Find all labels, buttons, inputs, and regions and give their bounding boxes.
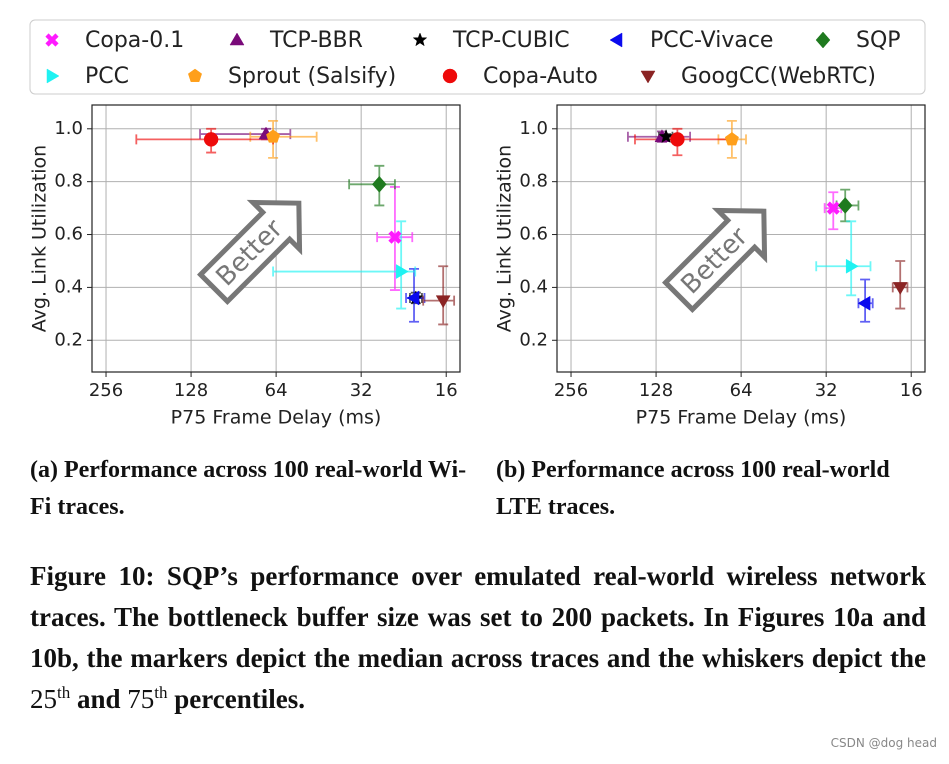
y-axis-label: Avg. Link Utilization <box>29 145 51 332</box>
y-tick-label: 1.0 <box>54 118 83 139</box>
better-arrow: Better <box>662 207 768 313</box>
legend-marker <box>188 68 202 82</box>
x-tick-label: 32 <box>815 380 838 401</box>
legend-box <box>29 19 926 95</box>
x-tick-label: 16 <box>435 380 458 401</box>
legend-entry: Copa-0.1 <box>85 28 184 53</box>
data-point <box>395 264 409 279</box>
y-error-bar <box>396 220 407 310</box>
legend-entry: TCP-CUBIC <box>452 28 570 53</box>
arrow-shape <box>662 207 768 313</box>
caption-num: 25 <box>30 684 57 714</box>
x-error-bar <box>815 261 872 272</box>
data-point <box>837 197 853 214</box>
x-axis-label: P75 Frame Delay (ms) <box>171 407 382 429</box>
x-error-bar <box>422 295 456 306</box>
data-point <box>892 282 908 295</box>
data-point <box>435 295 451 309</box>
data-point <box>826 201 840 215</box>
y-error-bar <box>846 220 857 297</box>
data-point <box>203 132 219 147</box>
y-error-bar <box>438 265 449 326</box>
arrow-shape <box>197 199 303 305</box>
subcaption: (b) Performance across 100 real-world LT… <box>496 457 890 520</box>
data-point <box>388 230 402 244</box>
data-point <box>406 290 420 306</box>
x-tick-label: 16 <box>900 380 923 401</box>
y-tick-label: 0.2 <box>54 329 83 350</box>
x-tick-label: 128 <box>639 380 673 401</box>
x-tick-label: 32 <box>350 380 373 401</box>
legend-entry: GoogCC(WebRTC) <box>681 64 876 89</box>
caption: Figure 10: SQP’s performance over emulat… <box>30 556 926 720</box>
caption-sup: th <box>154 683 168 702</box>
y-tick-label: 0.4 <box>519 276 548 297</box>
legend-entry: TCP-BBR <box>269 28 363 53</box>
legend-entry: SQP <box>856 28 901 53</box>
subcaption: (a) Performance across 100 real-world Wi… <box>30 457 467 520</box>
y-tick-label: 0.2 <box>519 329 548 350</box>
data-point <box>371 175 387 193</box>
legend-marker <box>412 32 428 47</box>
y-tick-label: 0.6 <box>54 224 83 245</box>
y-tick-label: 0.4 <box>54 276 83 297</box>
x-tick-label: 64 <box>265 380 288 401</box>
y-tick-label: 0.8 <box>519 171 548 192</box>
data-point <box>724 132 739 146</box>
data-point <box>266 129 281 143</box>
y-tick-label: 0.6 <box>519 224 548 245</box>
x-axis-label: P75 Frame Delay (ms) <box>636 407 847 429</box>
better-arrow: Better <box>197 199 303 305</box>
legend-marker <box>442 68 458 84</box>
caption-num: 75 <box>127 684 155 714</box>
caption-sup: th <box>57 683 71 702</box>
legend-entry: Copa-Auto <box>483 64 598 89</box>
caption-text: Figure 10: SQP’s performance over emulat… <box>30 561 926 673</box>
legend-marker <box>609 32 623 48</box>
x-error-bar <box>272 266 417 277</box>
data-point <box>857 295 871 311</box>
legend-marker <box>815 31 831 49</box>
plot-frame <box>91 104 461 373</box>
legend-entry: Sprout (Salsify) <box>228 64 396 89</box>
caption-text: and <box>70 684 128 714</box>
x-tick-label: 128 <box>174 380 208 401</box>
data-point <box>670 132 685 147</box>
legend-marker <box>45 33 59 47</box>
legend-marker <box>229 32 245 46</box>
x-tick-label: 256 <box>554 380 588 401</box>
legend-marker <box>46 68 60 84</box>
y-tick-label: 1.0 <box>519 118 548 139</box>
watermark: CSDN @dog head <box>830 736 937 750</box>
y-axis-label: Avg. Link Utilization <box>494 145 516 332</box>
x-tick-label: 256 <box>89 380 123 401</box>
y-tick-label: 0.8 <box>54 171 83 192</box>
caption-text: percentiles. <box>167 684 305 714</box>
data-point <box>845 258 859 274</box>
figure: Copa-0.1 TCP-BBR TCP-CUBIC PCC-Vivace SQP PCC… <box>29 19 926 429</box>
legend-marker <box>640 70 656 84</box>
data-point <box>658 129 674 144</box>
legend-entry: PCC-Vivace <box>650 28 773 53</box>
plot-frame <box>556 104 926 373</box>
x-tick-label: 64 <box>730 380 753 401</box>
legend-entry: PCC <box>85 64 129 89</box>
